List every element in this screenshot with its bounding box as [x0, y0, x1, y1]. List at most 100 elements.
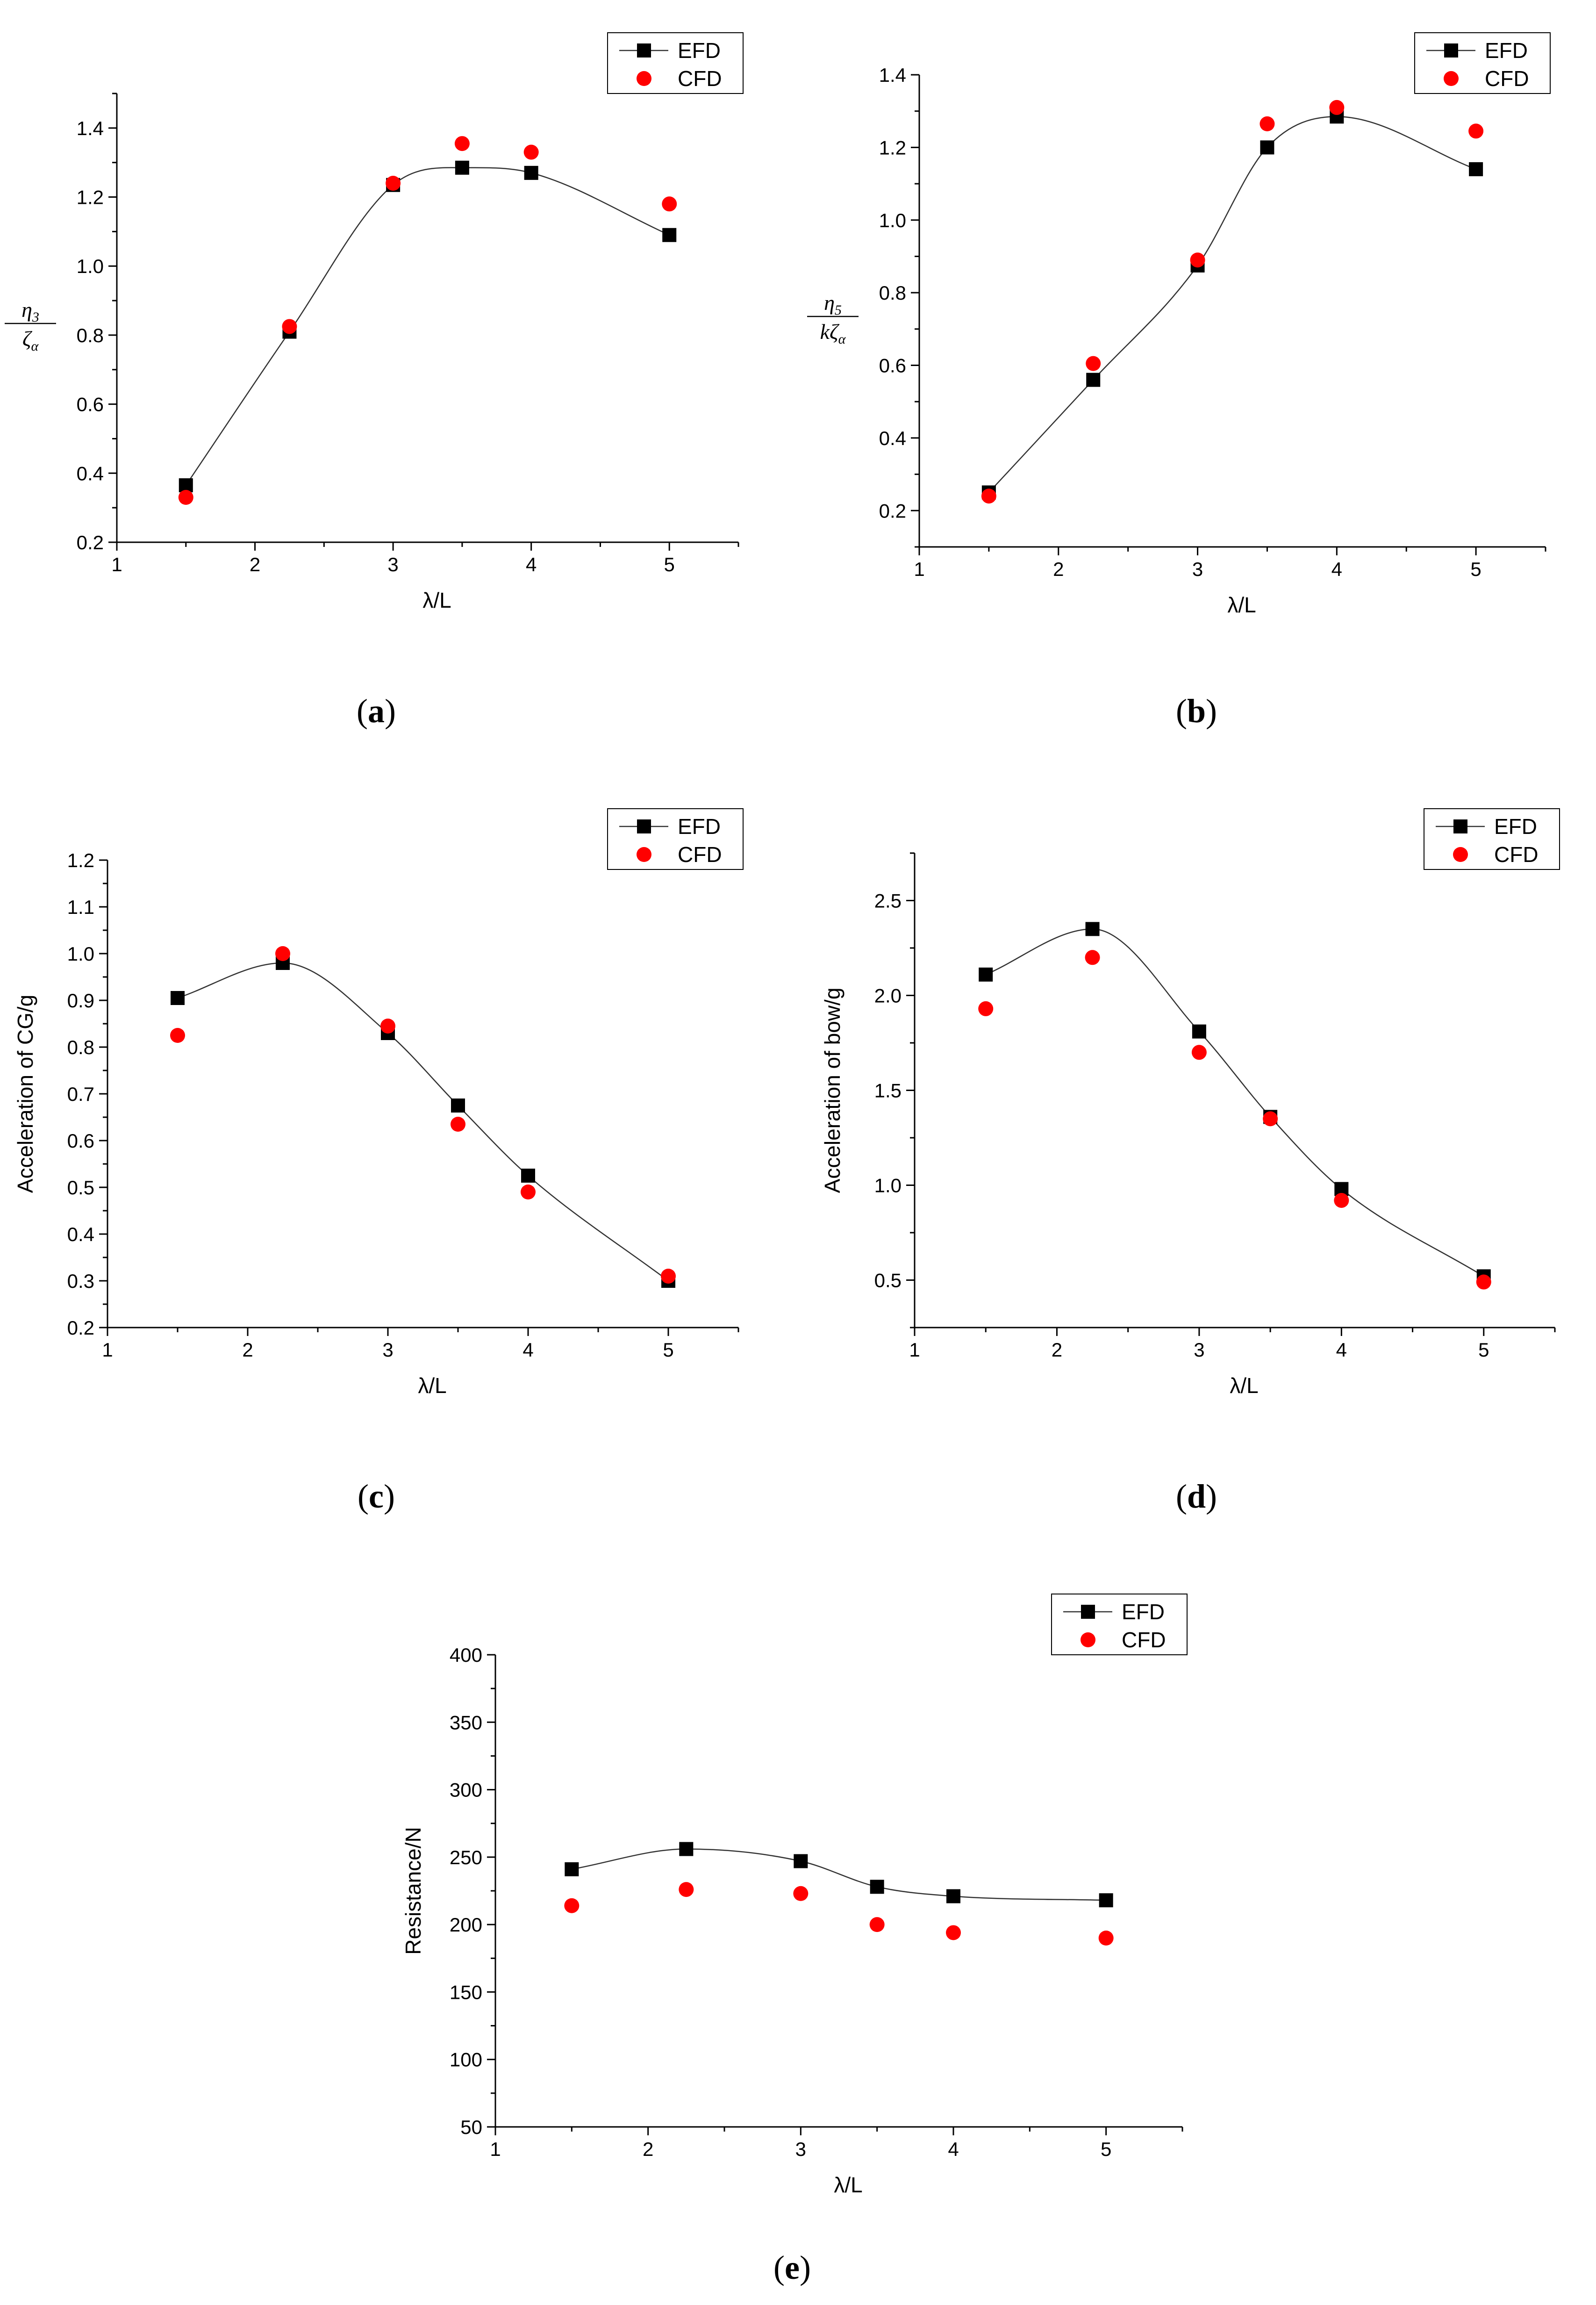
chart-panel-e: 1 2 3 4 5 50 100 150 200 250 300 350 400 λ/L Resistanc… [355, 1561, 1243, 2234]
data-point-cfd [662, 196, 677, 212]
x-tick-label: 3 [795, 2138, 806, 2160]
y-tick-label: 1.0 [879, 209, 906, 231]
data-point-cfd [978, 1001, 994, 1016]
x-tick-label: 5 [1478, 1339, 1489, 1361]
y-tick-label: 0.2 [879, 500, 906, 522]
y-tick-label: 1.4 [879, 64, 906, 86]
x-tick-label: 4 [948, 2138, 959, 2160]
legend-box [1051, 1594, 1188, 1655]
x-tick-label: 2 [1052, 1339, 1062, 1361]
data-point-efd [565, 1862, 579, 1876]
data-point-cfd [1468, 123, 1484, 139]
caption-c: (c) [358, 1478, 395, 1515]
data-point-efd [524, 165, 538, 180]
chart-panel-a: 1 2 3 4 5 0.2 0.4 0.6 0.8 1.0 1.2 1.4 λ/L η3 ζα EFD CFD [0, 0, 798, 682]
chart-panel-c: 1 2 3 4 5 0.2 0.3 0.4 0.5 0.6 0.7 0.8 0.9 1.0 1.1 1.2 λ/… [0, 776, 798, 1458]
y-tick-label: 1.0 [874, 1175, 902, 1197]
data-point-efd [794, 1854, 808, 1868]
x-tick-label: 5 [663, 1339, 673, 1361]
y-tick-label: 1.0 [67, 943, 94, 965]
data-point-cfd [1334, 1192, 1349, 1208]
x-axis-title: λ/L [1230, 1373, 1258, 1398]
series-line-efd [988, 116, 1476, 493]
y-tick-label: 0.5 [874, 1270, 902, 1292]
x-tick-label: 2 [643, 2138, 653, 2160]
chart-e: 1 2 3 4 5 50 100 150 200 250 300 350 400 λ/L Resistanc… [401, 1594, 1188, 2197]
y-tick-label: 350 [450, 1711, 482, 1733]
legend-marker-efd [1444, 43, 1458, 57]
data-point-efd [1192, 1024, 1206, 1039]
data-point-cfd [523, 144, 539, 160]
data-point-efd [455, 160, 469, 175]
x-tick-label: 1 [914, 558, 924, 580]
y-tick-label: 100 [450, 2049, 482, 2071]
data-point-cfd [380, 1019, 395, 1034]
x-tick-label: 4 [522, 1339, 533, 1361]
data-point-efd [679, 1842, 694, 1856]
data-point-efd [1099, 1893, 1113, 1908]
x-tick-label: 3 [387, 553, 398, 575]
data-point-cfd [451, 1117, 465, 1132]
y-axis-title: Acceleration of CG/g [13, 995, 37, 1193]
x-tick-label: 4 [1336, 1339, 1347, 1361]
x-tick-label: 4 [1331, 558, 1342, 580]
legend-label-cfd: CFD [1485, 66, 1529, 91]
data-point-cfd [661, 1269, 676, 1284]
y-tick-label: 0.7 [67, 1083, 94, 1105]
data-point-cfd [564, 1898, 580, 1913]
legend-label-efd: EFD [678, 814, 721, 839]
legend-box [1424, 808, 1560, 870]
y-tick-label: 0.8 [67, 1036, 94, 1058]
y-tick-label: 0.2 [67, 1317, 94, 1339]
x-axis-title: λ/L [834, 2173, 862, 2197]
legend-marker-cfd [1081, 1632, 1095, 1647]
caption-d: (d) [1175, 1478, 1217, 1515]
chart-c: 1 2 3 4 5 0.2 0.3 0.4 0.5 0.6 0.7 0.8 0.9 1.0 1.1 1.2 λ/… [13, 808, 744, 1398]
legend-label-cfd: CFD [678, 842, 722, 867]
legend-box [607, 32, 744, 94]
x-tick-label: 3 [1194, 1339, 1204, 1361]
y-tick-label: 0.2 [77, 531, 104, 553]
data-point-efd [946, 1889, 960, 1903]
series-line-efd [177, 962, 669, 1282]
data-point-cfd [275, 946, 290, 961]
x-tick-label: 2 [1053, 558, 1064, 580]
legend-label-efd: EFD [1494, 814, 1537, 839]
chart-panel-b: 1 2 3 4 5 0.2 0.4 0.6 0.8 1.0 1.2 1.4 λ/L η5 kζα EFD CFD [798, 0, 1596, 682]
legend-marker-efd [1081, 1605, 1095, 1619]
y-tick-label: 1.2 [67, 849, 94, 871]
y-axis-title-denominator: ζα [22, 327, 39, 354]
data-point-cfd [1086, 356, 1101, 371]
data-point-efd [1260, 140, 1274, 155]
legend-box [1414, 32, 1551, 94]
caption-e: (e) [773, 2249, 811, 2286]
x-tick-label: 2 [250, 553, 260, 575]
legend-marker-cfd [637, 847, 651, 862]
y-tick-label: 400 [450, 1644, 482, 1666]
y-axis-title-denominator: kζα [820, 320, 846, 347]
data-point-cfd [386, 176, 401, 191]
legend: EFD CFD [1051, 1594, 1188, 1655]
data-point-efd [451, 1099, 465, 1113]
x-tick-label: 1 [909, 1339, 920, 1361]
legend-label-cfd: CFD [678, 66, 722, 91]
data-point-cfd [1190, 252, 1205, 268]
y-tick-label: 1.5 [874, 1080, 902, 1102]
chart-d: 1 2 3 4 5 0.5 1.0 1.5 2.0 2.5 λ/L Acceleration of b… [820, 808, 1560, 1398]
data-point-cfd [1260, 116, 1275, 131]
y-tick-label: 1.2 [879, 136, 906, 158]
y-tick-label: 0.5 [67, 1177, 94, 1199]
legend: EFD CFD [1424, 808, 1560, 870]
data-point-efd [1086, 373, 1101, 387]
data-point-cfd [1191, 1045, 1207, 1060]
legend-marker-efd [637, 819, 651, 833]
legend: EFD CFD [607, 32, 744, 94]
y-tick-label: 1.0 [77, 255, 104, 277]
legend-marker-efd [1453, 819, 1467, 833]
y-axis-title: Acceleration of bow/g [820, 988, 845, 1193]
data-point-cfd [869, 1917, 885, 1932]
legend-marker-efd [637, 43, 651, 57]
